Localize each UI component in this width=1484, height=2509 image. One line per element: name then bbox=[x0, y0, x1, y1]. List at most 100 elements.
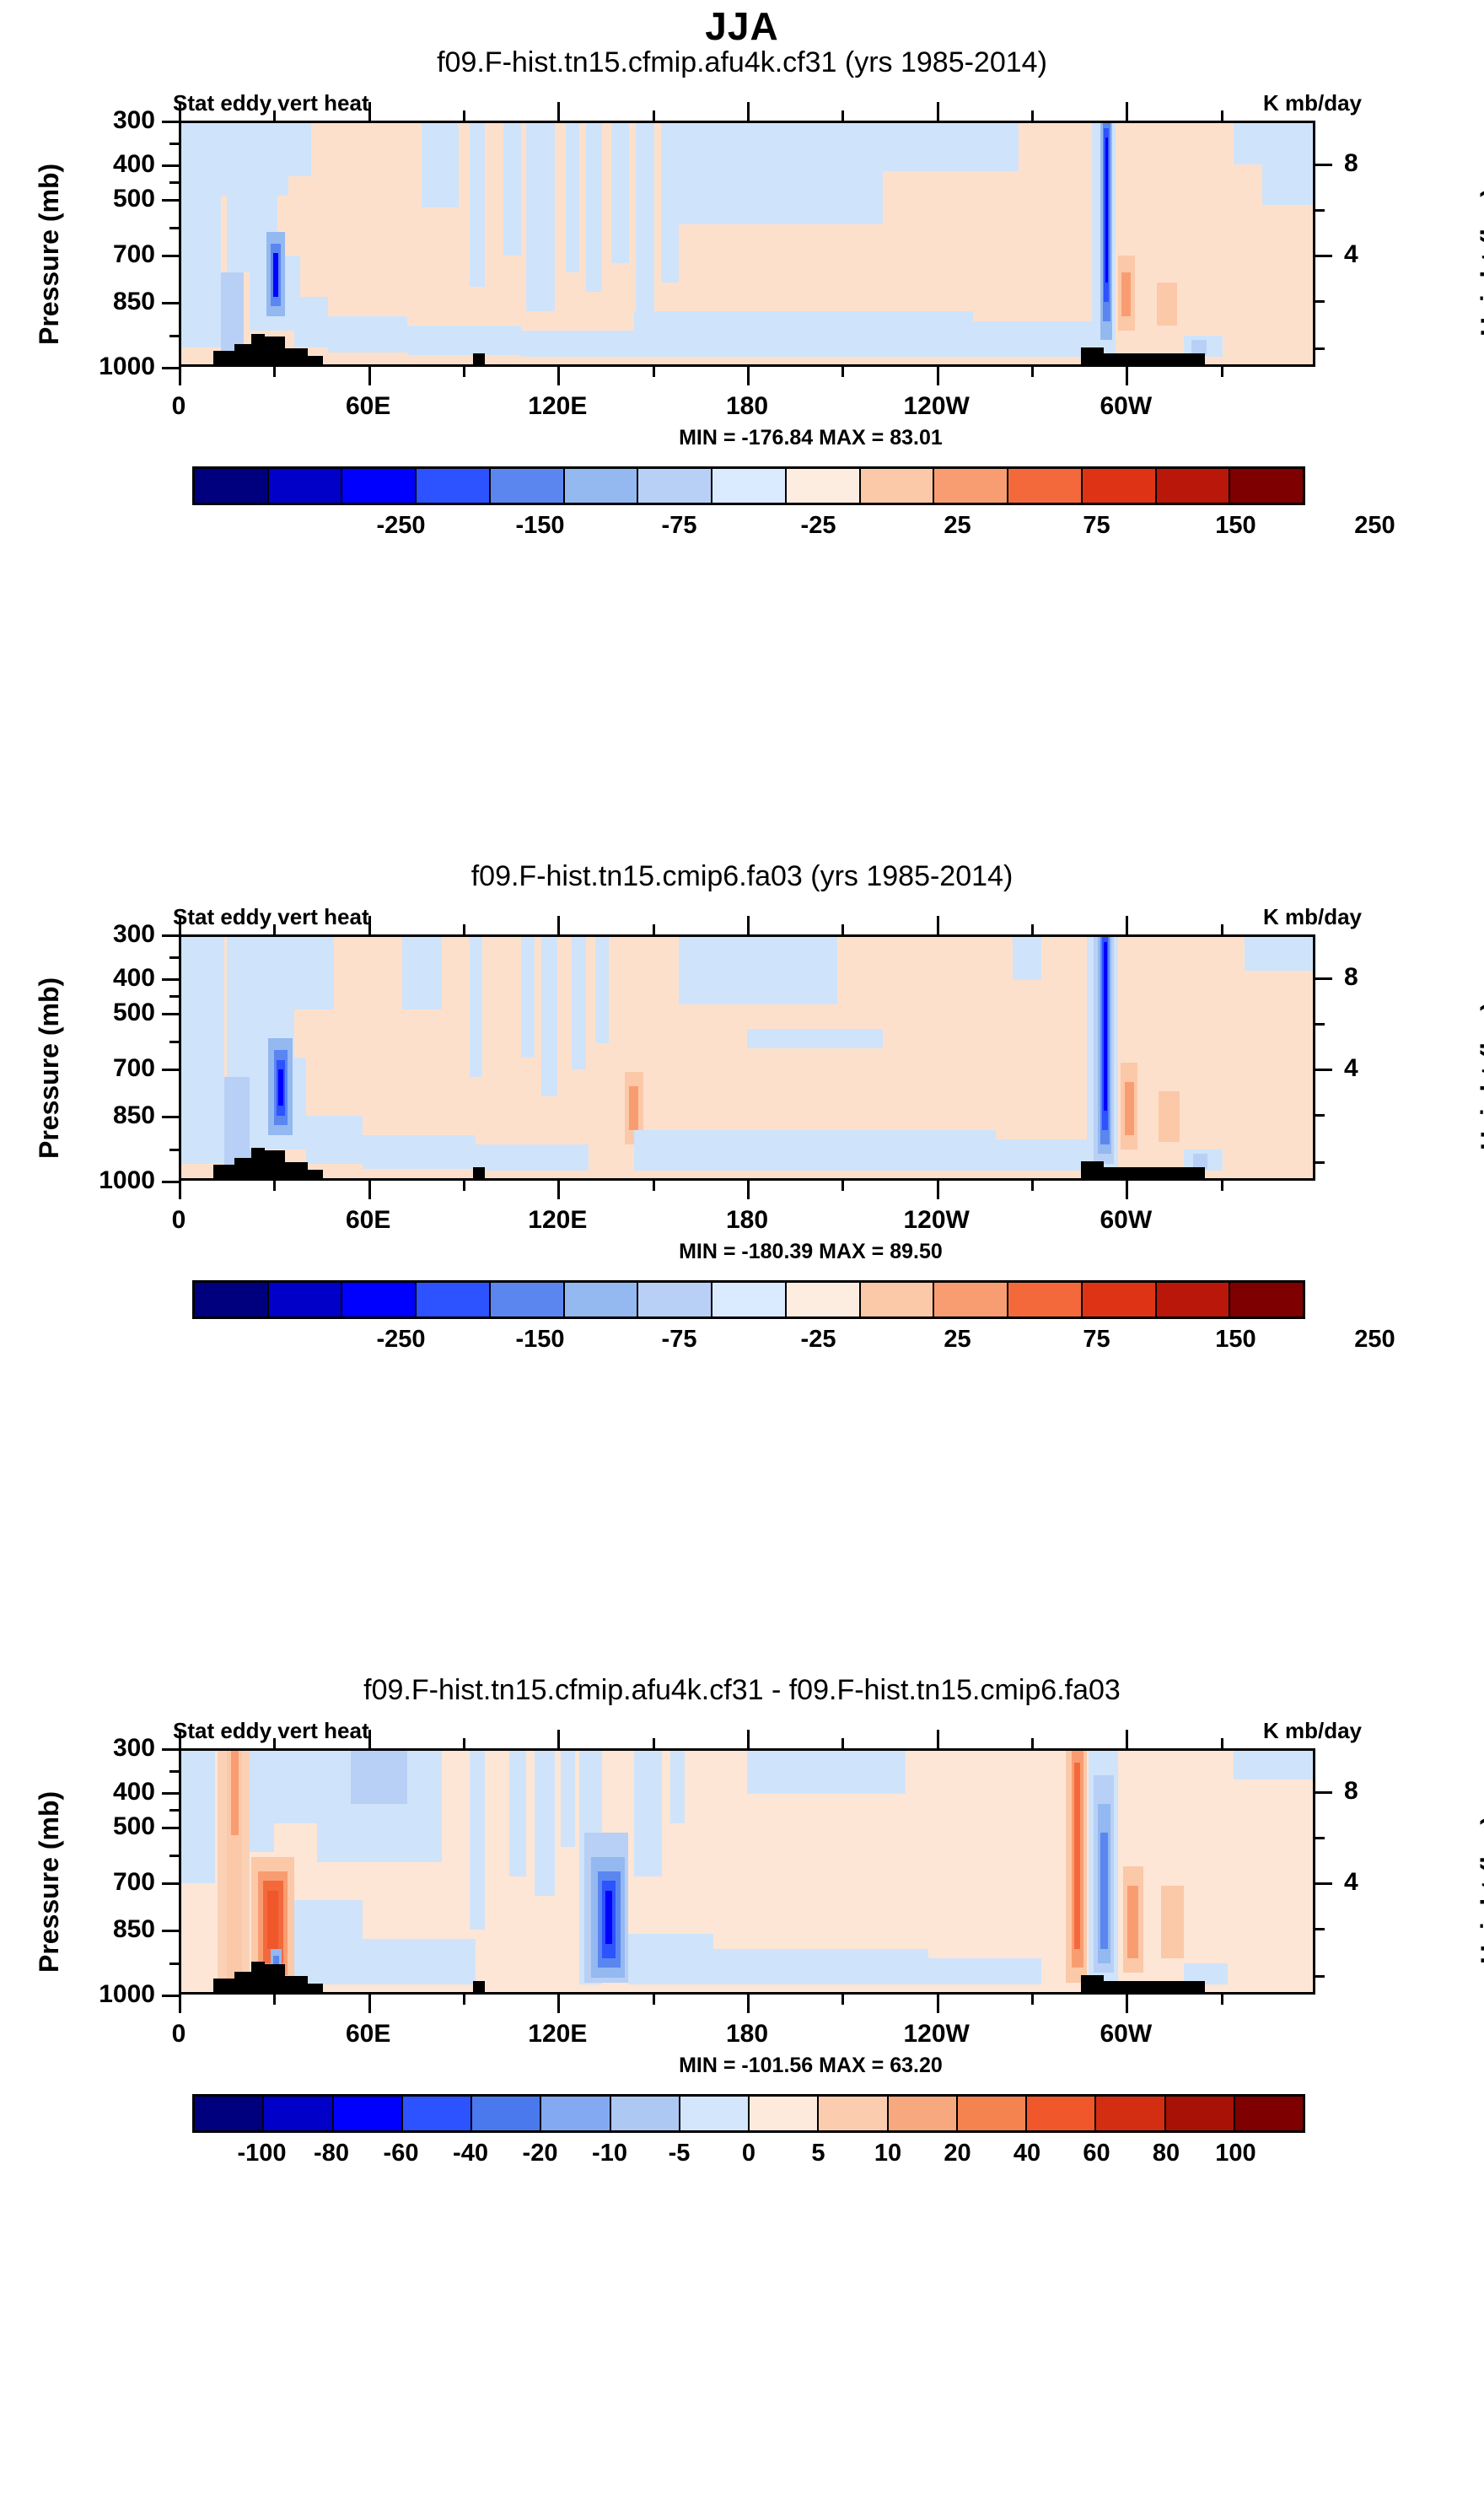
colorbar-swatch bbox=[1234, 2097, 1303, 2130]
terrain-mask bbox=[1103, 1167, 1206, 1178]
contour-region bbox=[1261, 161, 1313, 206]
contour-region bbox=[475, 1144, 589, 1171]
contour-region bbox=[220, 123, 289, 196]
contour-region bbox=[526, 123, 555, 312]
pressure-tick-label: 700 bbox=[112, 1054, 155, 1083]
x-tick-bottom bbox=[463, 1181, 465, 1191]
colorbar-swatch bbox=[268, 469, 343, 503]
contour-region bbox=[1159, 1091, 1180, 1143]
colorbar-swatch bbox=[417, 1283, 491, 1316]
y-tick-left bbox=[162, 1930, 179, 1933]
units-label-3: K mb/day bbox=[1262, 1718, 1362, 1743]
y-tick-left bbox=[162, 1791, 179, 1795]
x-tick-bottom bbox=[368, 1181, 371, 1199]
variable-label-1: Stat eddy vert heat bbox=[173, 90, 369, 116]
colorbar-labels-2: -250 -150 -75 -25 25 75 150 250 bbox=[192, 1326, 1395, 1359]
colorbar-swatch bbox=[1156, 469, 1231, 503]
colorbar-swatch bbox=[195, 2097, 265, 2130]
x-axis-label: 60E bbox=[345, 2020, 391, 2048]
contour-region bbox=[362, 1134, 476, 1169]
y-tick-right-minor bbox=[1315, 347, 1325, 350]
colorbar-swatch bbox=[1165, 2097, 1235, 2130]
y-tick-left bbox=[162, 1116, 179, 1119]
pressure-tick-label: 850 bbox=[112, 288, 155, 316]
plot-area-1: 0 60E 120E 180 120W 60W 300 400 500 700 850 1000 8 4 P… bbox=[0, 102, 1484, 450]
y-tick-right-minor bbox=[1315, 1974, 1325, 1978]
contour-region bbox=[288, 123, 312, 176]
colorbar-swatch bbox=[402, 2097, 472, 2130]
contour-region bbox=[231, 1751, 239, 1836]
contour-region bbox=[534, 1751, 555, 1896]
pressure-tick-label: 500 bbox=[112, 184, 155, 213]
colorbar-2 bbox=[192, 1280, 1305, 1319]
contour-region bbox=[305, 1115, 363, 1164]
contour-region bbox=[928, 1957, 1041, 1985]
colorbar-swatch bbox=[712, 469, 787, 503]
pressure-tick-label: 400 bbox=[112, 149, 155, 178]
x-tick-top bbox=[747, 102, 750, 121]
colorbar-swatch bbox=[564, 469, 639, 503]
plot-area-3: 0 60E 120E 180 120W 60W 300 400 500 700 850 1000 8 4 P… bbox=[0, 1730, 1484, 2077]
colorbar-swatch bbox=[264, 2097, 334, 2130]
terrain-mask bbox=[308, 355, 323, 364]
contour-region bbox=[1121, 272, 1131, 316]
colorbar-tick-label: -60 bbox=[383, 2140, 419, 2167]
colorbar-swatch bbox=[1027, 2097, 1097, 2130]
colorbar-swatch bbox=[1230, 1283, 1304, 1316]
contour-region bbox=[1245, 937, 1313, 972]
terrain-mask bbox=[234, 1157, 252, 1178]
units-label-1: K mb/day bbox=[1262, 90, 1362, 116]
contour-region bbox=[595, 937, 610, 1043]
contour-region bbox=[407, 326, 521, 355]
x-tick-bottom bbox=[936, 1181, 939, 1199]
y-tick-right bbox=[1315, 255, 1332, 258]
pressure-tick-label: 1000 bbox=[99, 1980, 155, 2008]
colorbar-1 bbox=[192, 466, 1305, 505]
contour-region bbox=[747, 1028, 884, 1048]
colorbar-swatch bbox=[541, 2097, 611, 2130]
contour-region bbox=[712, 1948, 928, 1985]
variable-label-3: Stat eddy vert heat bbox=[173, 1718, 369, 1743]
x-tick-top bbox=[841, 1738, 845, 1748]
x-tick-bottom bbox=[747, 367, 750, 385]
contour-region bbox=[1161, 1886, 1184, 1958]
x-axis-label: 120W bbox=[903, 392, 970, 420]
x-axis-label: 180 bbox=[725, 2020, 769, 2048]
x-tick-top bbox=[1031, 110, 1034, 121]
contour-region bbox=[470, 123, 485, 288]
y-tick-left bbox=[162, 302, 179, 305]
contour-region bbox=[266, 1890, 279, 1949]
contour-region bbox=[679, 123, 884, 225]
x-tick-bottom bbox=[557, 367, 561, 385]
y-tick-left-minor bbox=[169, 181, 179, 185]
terrain-mask bbox=[212, 351, 235, 364]
panel-sublabels-3: Stat eddy vert heat K mb/day bbox=[173, 1718, 1362, 1743]
contour-region bbox=[633, 1129, 997, 1171]
contour-region bbox=[272, 253, 279, 297]
x-tick-top bbox=[463, 1738, 465, 1748]
x-tick-bottom bbox=[1126, 1995, 1129, 2013]
pressure-axis-title: Pressure (mb) bbox=[34, 977, 64, 1159]
y-tick-left bbox=[162, 198, 179, 202]
x-tick-top bbox=[1031, 924, 1034, 934]
contour-region bbox=[586, 123, 603, 293]
x-tick-top bbox=[557, 916, 561, 934]
contour-region bbox=[249, 1751, 275, 1853]
y-tick-left-minor bbox=[169, 142, 179, 145]
colorbar-tick-label: -10 bbox=[592, 2140, 627, 2167]
x-tick-bottom bbox=[652, 367, 655, 377]
colorbar-swatch bbox=[1082, 1283, 1157, 1316]
colorbar-swatch bbox=[333, 2097, 403, 2130]
x-tick-bottom bbox=[1126, 1181, 1129, 1199]
colorbar-swatch bbox=[1230, 469, 1304, 503]
contour-region bbox=[633, 311, 974, 358]
x-axis-label: 0 bbox=[171, 2020, 186, 2048]
contour-region bbox=[509, 1751, 527, 1876]
x-tick-top bbox=[936, 916, 939, 934]
x-tick-top bbox=[368, 102, 371, 121]
terrain-mask bbox=[285, 1976, 309, 1992]
x-axis-label: 60E bbox=[345, 1206, 391, 1234]
x-tick-bottom bbox=[1031, 1995, 1034, 2005]
colorbar-tick-label: -5 bbox=[668, 2140, 691, 2167]
colorbar-swatch bbox=[1096, 2097, 1166, 2130]
